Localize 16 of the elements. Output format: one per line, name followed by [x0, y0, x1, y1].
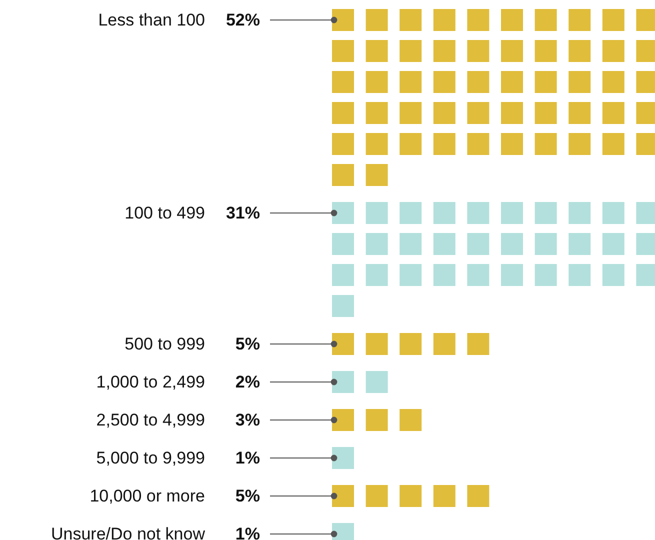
category-label: 500 to 999: [124, 334, 205, 354]
data-label: 31%: [226, 204, 260, 222]
category-label: Less than 100: [98, 10, 205, 30]
data-label: 5%: [235, 334, 260, 354]
category-label: 10,000 or more: [90, 486, 205, 506]
category-label: 5,000 to 9,999: [96, 448, 205, 468]
category-label: 1,000 to 2,499: [96, 372, 205, 392]
category-label: 2,500 to 4,999: [96, 410, 205, 430]
data-label: 52%: [226, 10, 260, 30]
data-label: 1%: [235, 524, 260, 540]
data-label: 5%: [235, 486, 260, 506]
category-label: 100 to 499: [124, 204, 205, 222]
data-label: 1%: [235, 448, 260, 468]
data-label: 3%: [235, 410, 260, 430]
data-label: 2%: [235, 372, 260, 392]
category-label: Unsure/Do not know: [50, 524, 206, 540]
